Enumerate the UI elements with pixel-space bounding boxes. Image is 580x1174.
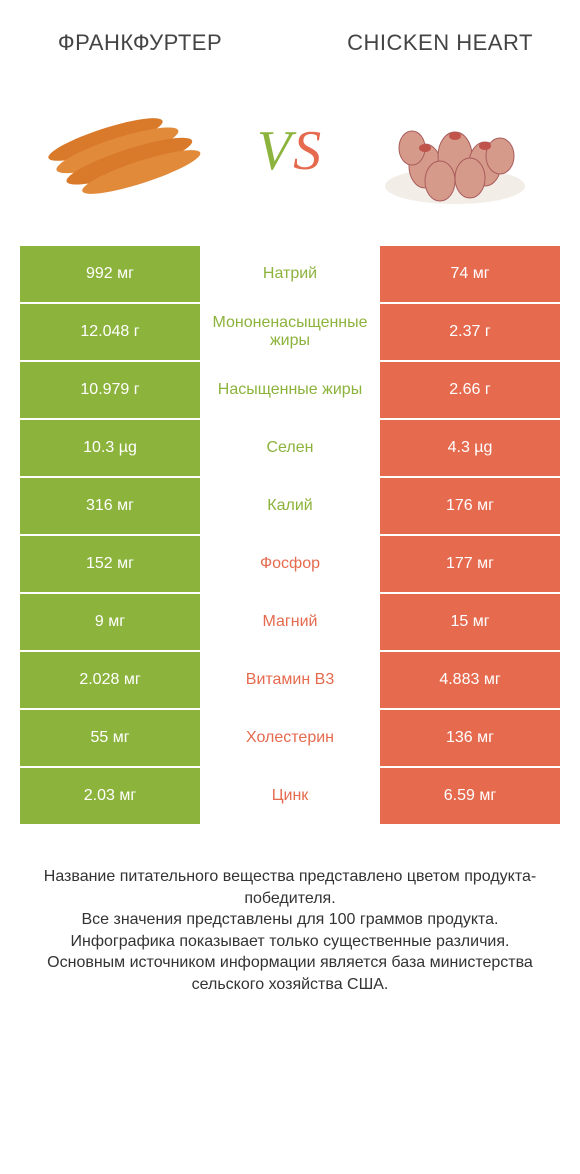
table-row: 316 мгКалий176 мг: [20, 478, 560, 536]
left-value-cell: 992 мг: [20, 246, 200, 302]
table-row: 9 мгМагний15 мг: [20, 594, 560, 652]
right-product-image: [370, 86, 540, 216]
right-value-cell: 15 мг: [380, 594, 560, 650]
table-row: 2.028 мгВитамин B34.883 мг: [20, 652, 560, 710]
left-value-cell: 9 мг: [20, 594, 200, 650]
right-value-cell: 177 мг: [380, 536, 560, 592]
left-value-cell: 12.048 г: [20, 304, 200, 360]
images-row: VS: [0, 76, 580, 246]
table-row: 992 мгНатрий74 мг: [20, 246, 560, 304]
left-value-cell: 2.03 мг: [20, 768, 200, 824]
nutrient-label-cell: Цинк: [200, 768, 380, 824]
table-row: 55 мгХолестерин136 мг: [20, 710, 560, 768]
right-product-title: CHICKEN HEART: [340, 31, 540, 55]
left-product-image: [40, 86, 210, 216]
left-value-cell: 10.3 µg: [20, 420, 200, 476]
right-value-cell: 2.66 г: [380, 362, 560, 418]
left-value-cell: 152 мг: [20, 536, 200, 592]
right-value-cell: 2.37 г: [380, 304, 560, 360]
nutrient-label-cell: Магний: [200, 594, 380, 650]
footer-line: Все значения представлены для 100 граммо…: [28, 909, 552, 931]
table-row: 12.048 гМононенасыщенные жиры2.37 г: [20, 304, 560, 362]
right-value-cell: 4.883 мг: [380, 652, 560, 708]
right-value-cell: 136 мг: [380, 710, 560, 766]
footer-line: Название питательного вещества представл…: [28, 866, 552, 909]
left-value-cell: 2.028 мг: [20, 652, 200, 708]
left-value-cell: 10.979 г: [20, 362, 200, 418]
nutrient-label-cell: Калий: [200, 478, 380, 534]
table-row: 152 мгФосфор177 мг: [20, 536, 560, 594]
vs-letter-s: S: [293, 120, 323, 182]
left-value-cell: 316 мг: [20, 478, 200, 534]
table-row: 10.3 µgСелен4.3 µg: [20, 420, 560, 478]
vs-label: VS: [257, 119, 323, 183]
vs-letter-v: V: [257, 120, 293, 182]
nutrient-label-cell: Фосфор: [200, 536, 380, 592]
table-row: 10.979 гНасыщенные жиры2.66 г: [20, 362, 560, 420]
comparison-table: 992 мгНатрий74 мг12.048 гМононенасыщенны…: [20, 246, 560, 826]
footer-notes: Название питательного вещества представл…: [0, 826, 580, 996]
right-value-cell: 176 мг: [380, 478, 560, 534]
nutrient-label-cell: Мононенасыщенные жиры: [200, 304, 380, 360]
nutrient-label-cell: Натрий: [200, 246, 380, 302]
right-value-cell: 6.59 мг: [380, 768, 560, 824]
table-row: 2.03 мгЦинк6.59 мг: [20, 768, 560, 826]
header: ФРАНКФУРТЕР CHICKEN HEART: [0, 0, 580, 76]
left-product-title: ФРАНКФУРТЕР: [40, 30, 240, 56]
nutrient-label-cell: Витамин B3: [200, 652, 380, 708]
nutrient-label-cell: Насыщенные жиры: [200, 362, 380, 418]
nutrient-label-cell: Холестерин: [200, 710, 380, 766]
nutrient-label-cell: Селен: [200, 420, 380, 476]
footer-line: Инфографика показывает только существенн…: [28, 931, 552, 953]
footer-line: Основным источником информации является …: [28, 952, 552, 995]
right-value-cell: 74 мг: [380, 246, 560, 302]
left-value-cell: 55 мг: [20, 710, 200, 766]
right-value-cell: 4.3 µg: [380, 420, 560, 476]
